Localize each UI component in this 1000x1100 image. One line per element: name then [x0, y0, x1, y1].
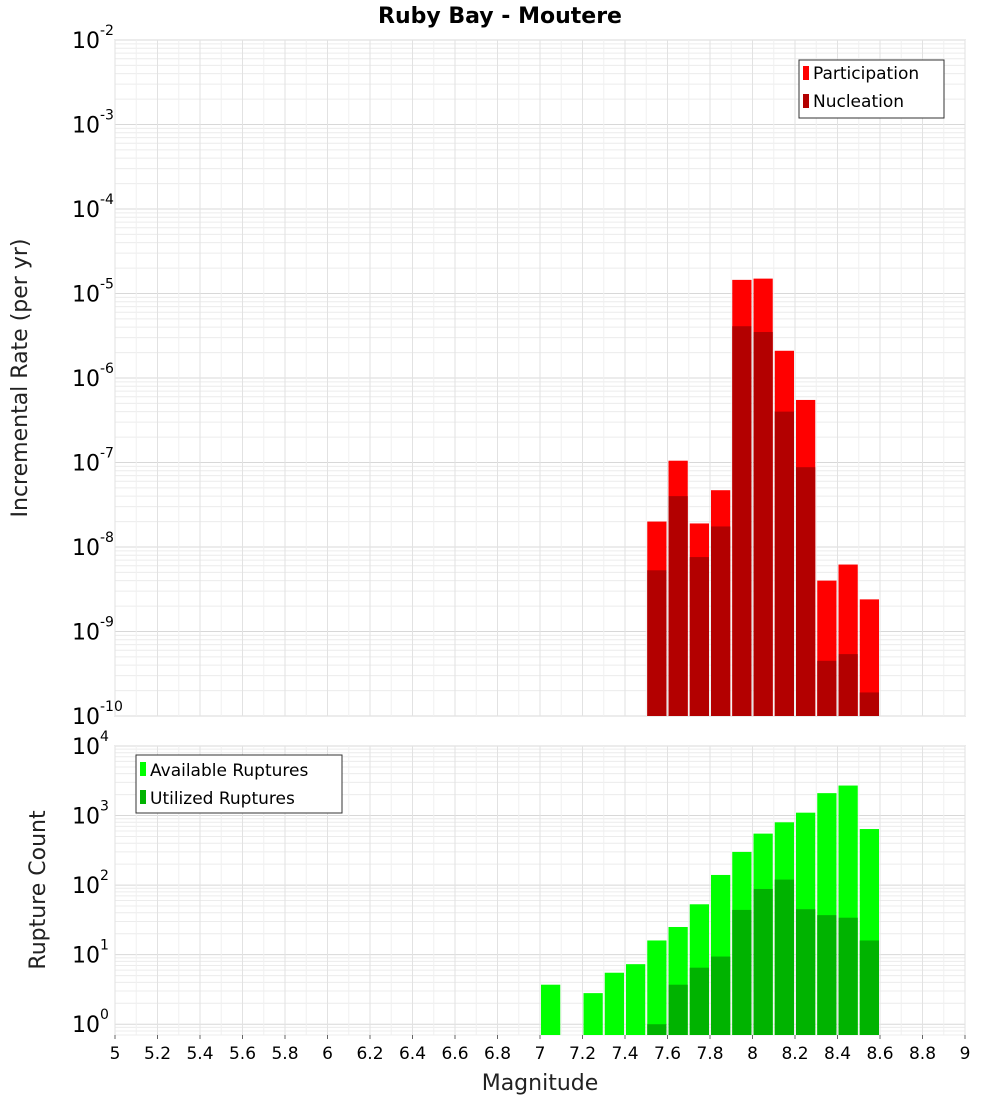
x-axis-label: Magnitude [482, 1071, 599, 1096]
bar-bottom-utilized-ruptures [668, 984, 688, 1035]
bottom-x-ticks: 5 5.2 5.4 5.6 5.8 6 6.2 6.4 6.6 6.8 7 7.2 7.4 7.6 7.8 8… [110, 1035, 971, 1064]
bar-bottom-utilized-ruptures [711, 956, 731, 1035]
bar-top-nucleation [838, 654, 858, 716]
legend-swatch-utilized [140, 790, 146, 804]
x-tick-label: 6.6 [441, 1044, 468, 1064]
y-tick-label: 10-3 [72, 108, 114, 139]
bar-bottom-utilized-ruptures [753, 888, 773, 1035]
x-tick-label: 6 [322, 1044, 333, 1064]
bar-top-nucleation [753, 332, 773, 716]
x-tick-label: 8 [747, 1044, 758, 1064]
x-tick-label: 7.6 [654, 1044, 681, 1064]
x-tick-label: 6.2 [356, 1044, 383, 1064]
bar-bottom-utilized-ruptures [796, 909, 816, 1035]
x-tick-label: 5.2 [144, 1044, 171, 1064]
legend-swatch-participation [803, 66, 809, 80]
bar-bottom-available-ruptures [541, 984, 561, 1035]
bar-top-nucleation [711, 526, 731, 716]
bar-bottom-available-ruptures [626, 964, 646, 1035]
y-tick-label: 10-9 [72, 615, 114, 646]
top-bars [647, 278, 879, 716]
bar-bottom-utilized-ruptures [838, 917, 858, 1035]
y-tick-label: 10-2 [72, 23, 114, 54]
top-y-ticks: 10-10 10-9 10-8 10-7 10-6 10-5 10-4 10-3 10-2 [72, 23, 123, 730]
bar-top-nucleation [859, 692, 879, 716]
bar-bottom-available-ruptures [647, 940, 667, 1035]
x-tick-label: 6.4 [399, 1044, 426, 1064]
bottom-bars [541, 785, 879, 1035]
x-tick-label: 7.4 [611, 1044, 638, 1064]
top-grid [114, 39, 966, 717]
x-tick-label: 8.8 [909, 1044, 936, 1064]
bottom-legend: Available Ruptures Utilized Ruptures [135, 754, 343, 814]
x-tick-label: 8.6 [866, 1044, 893, 1064]
top-y-axis-label: Incremental Rate (per yr) [8, 239, 33, 518]
legend-swatch-nucleation [803, 94, 809, 108]
x-tick-label: 6.8 [484, 1044, 511, 1064]
y-tick-label: 104 [72, 729, 109, 760]
bottom-legend-box [135, 754, 343, 814]
y-tick-label: 10-4 [72, 192, 114, 223]
x-tick-label: 5 [110, 1044, 121, 1064]
x-tick-label: 5.6 [229, 1044, 256, 1064]
x-tick-label: 9 [960, 1044, 971, 1064]
top-legend-box [798, 59, 945, 119]
x-tick-label: 8.4 [824, 1044, 851, 1064]
bar-top-nucleation [647, 570, 667, 716]
bar-top-participation [859, 599, 879, 716]
y-tick-label: 100 [72, 1007, 109, 1038]
legend-label-utilized: Utilized Ruptures [150, 789, 295, 809]
bar-bottom-utilized-ruptures [859, 940, 879, 1035]
legend-label-available: Available Ruptures [150, 761, 308, 781]
x-tick-label: 7.8 [696, 1044, 723, 1064]
bar-top-nucleation [796, 467, 816, 716]
bar-bottom-available-ruptures [604, 972, 624, 1035]
x-tick-label: 7 [535, 1044, 546, 1064]
chart-title: Ruby Bay - Moutere [378, 4, 622, 29]
bar-bottom-available-ruptures [583, 993, 603, 1035]
x-tick-label: 8.2 [781, 1044, 808, 1064]
bottom-y-axis-label: Rupture Count [26, 810, 51, 970]
bar-bottom-utilized-ruptures [774, 879, 794, 1035]
y-tick-label: 103 [72, 799, 109, 830]
x-tick-label: 5.8 [271, 1044, 298, 1064]
bar-bottom-utilized-ruptures [647, 1024, 667, 1035]
bottom-y-ticks: 100 101 102 103 104 [72, 729, 109, 1038]
legend-label-participation: Participation [813, 64, 919, 84]
y-tick-label: 10-8 [72, 530, 114, 561]
x-tick-label: 5.4 [186, 1044, 213, 1064]
bar-top-nucleation [689, 557, 709, 716]
y-tick-label: 10-7 [72, 446, 114, 477]
y-tick-label: 10-10 [72, 699, 123, 730]
bar-top-nucleation [774, 411, 794, 716]
bar-bottom-utilized-ruptures [732, 909, 752, 1035]
x-tick-label: 7.2 [569, 1044, 596, 1064]
y-tick-label: 10-5 [72, 277, 114, 308]
top-legend: Participation Nucleation [798, 59, 945, 119]
bar-top-nucleation [668, 496, 688, 716]
bar-top-nucleation [732, 326, 752, 716]
y-tick-label: 10-6 [72, 361, 114, 392]
legend-swatch-available [140, 762, 146, 776]
bar-bottom-utilized-ruptures [817, 915, 837, 1035]
legend-label-nucleation: Nucleation [813, 92, 904, 112]
y-tick-label: 102 [72, 868, 109, 899]
bar-bottom-utilized-ruptures [689, 967, 709, 1035]
y-tick-label: 101 [72, 938, 109, 969]
bar-top-nucleation [817, 660, 837, 716]
